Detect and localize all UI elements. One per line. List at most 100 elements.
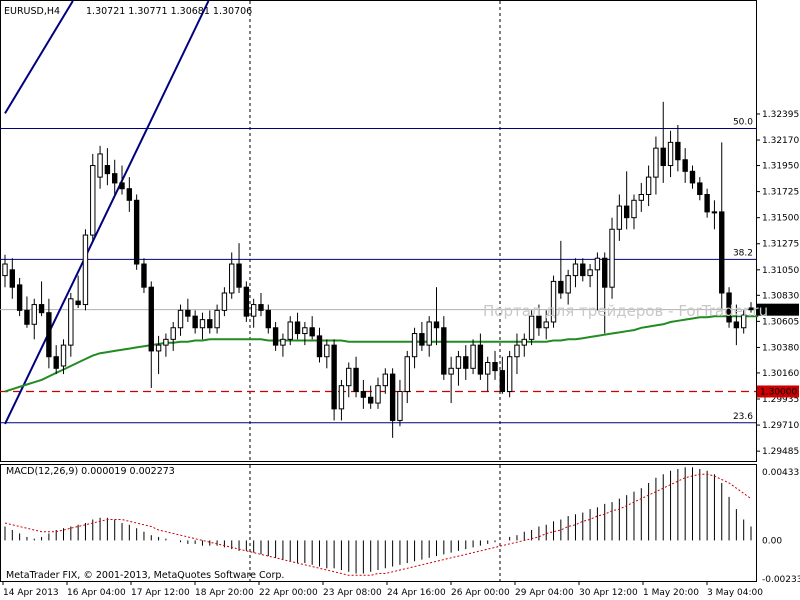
- price-tick-label: 1.31050: [762, 266, 799, 276]
- candle-bull: [97, 153, 103, 178]
- time-tick-label: 22 Apr 00:00: [259, 588, 318, 598]
- price-tick-label: 1.30830: [762, 291, 799, 301]
- price-tick-label: 1.29485: [762, 447, 799, 457]
- candle-bull: [2, 263, 8, 277]
- candle-bull: [594, 257, 601, 271]
- candle-bear: [748, 307, 754, 311]
- time-tick-label: 17 Apr 12:00: [131, 588, 190, 598]
- time-tick-label: 24 Apr 16:00: [387, 588, 446, 598]
- candle-bear: [53, 356, 59, 369]
- time-tick-label: 3 May 04:00: [707, 588, 763, 598]
- candle-bear: [558, 280, 564, 294]
- candle-bear: [236, 263, 242, 288]
- candle-bull: [60, 344, 67, 367]
- moving-average-layer: [4, 315, 759, 393]
- candle-bear: [46, 312, 52, 358]
- candle-bull: [170, 327, 176, 340]
- candle-bull: [404, 356, 410, 392]
- candle-bull: [470, 344, 476, 369]
- price-tick-label: 1.31725: [762, 188, 799, 198]
- candle-bull: [455, 356, 462, 369]
- candle-bull: [550, 280, 557, 323]
- candle-bear: [580, 263, 586, 277]
- candle-bull: [163, 338, 169, 346]
- time-tick-label: 29 Apr 04:00: [515, 588, 574, 598]
- candles-layer: [2, 101, 754, 438]
- trendlines[interactable]: [4, 0, 210, 425]
- price-tick-label: 1.29710: [762, 421, 799, 431]
- candle-bear: [192, 315, 198, 329]
- candle-bull: [645, 176, 652, 196]
- candle-bull: [214, 309, 220, 329]
- candle-bear: [104, 165, 111, 175]
- candle-bear: [133, 199, 140, 265]
- price-tick-label: 1.29935: [762, 395, 799, 405]
- trendline[interactable]: [4, 0, 210, 425]
- moving-average-line: [4, 315, 759, 393]
- candle-bear: [389, 373, 396, 421]
- candle-bull: [587, 269, 593, 277]
- vertical-gridlines: [249, 1, 501, 581]
- time-tick-label: 26 Apr 00:00: [451, 588, 510, 598]
- level-price-badge: [757, 385, 799, 398]
- candle-bull: [616, 205, 623, 230]
- candle-bear: [499, 370, 506, 392]
- candle-bear: [16, 284, 23, 311]
- candle-bull: [155, 344, 162, 352]
- candle-bull: [528, 315, 535, 340]
- candle-bull: [506, 356, 513, 392]
- ohlc-readout: 1.30721 1.30771 1.30681 1.30706: [86, 6, 252, 17]
- candle-bear: [9, 269, 16, 288]
- fibo-level-label: 38.2: [733, 248, 753, 258]
- time-tick-label: 18 Apr 20:00: [195, 588, 254, 598]
- candle-bear: [733, 321, 740, 329]
- macd-panel-frame: [0, 464, 757, 582]
- candle-bull: [543, 321, 549, 329]
- trendline[interactable]: [4, 0, 74, 114]
- fibo-level-label: 23.6: [733, 412, 753, 422]
- candle-bull: [250, 304, 257, 317]
- candle-bear: [112, 173, 118, 184]
- candle-bear: [207, 319, 213, 329]
- macd-layer: [4, 467, 752, 576]
- candle-bear: [477, 344, 484, 375]
- candle-bull: [221, 292, 228, 311]
- candle-bear: [316, 335, 323, 358]
- candle-bear: [148, 286, 154, 352]
- candle-bear: [24, 309, 30, 325]
- level-price-label: 1.30000: [760, 387, 797, 397]
- macd-signal-line: [4, 473, 752, 576]
- candle-bear: [258, 304, 264, 311]
- candle-bear: [353, 367, 359, 392]
- candle-bull: [397, 390, 403, 421]
- candle-bull: [631, 199, 637, 219]
- candle-bear: [119, 182, 125, 190]
- price-tick-label: 1.31950: [762, 162, 799, 172]
- candle-bull: [485, 362, 491, 375]
- macd-tick-label: 0.004331: [762, 468, 800, 478]
- candle-bull: [346, 367, 352, 387]
- candle-bear: [623, 205, 630, 219]
- candle-bull: [280, 338, 286, 346]
- candle-bear: [294, 321, 301, 335]
- time-tick-label: 16 Apr 04:00: [67, 588, 126, 598]
- time-tick-label: 1 May 20:00: [643, 588, 699, 598]
- candle-bull: [324, 344, 330, 358]
- candle-bull: [82, 234, 89, 306]
- candle-bull: [177, 309, 184, 329]
- candle-bull: [609, 228, 615, 288]
- price-tick-label: 1.31275: [762, 240, 799, 250]
- price-tick-label: 1.30380: [762, 343, 799, 353]
- candle-bear: [689, 170, 696, 184]
- candle-bear: [433, 321, 440, 329]
- watermark: Портал для трейдеров - ForTrader.ru: [483, 302, 768, 320]
- main-panel-frame: [0, 0, 757, 462]
- candle-bull: [382, 373, 389, 387]
- candle-bear: [660, 147, 666, 167]
- candle-bear: [265, 309, 271, 329]
- candle-bull: [199, 319, 206, 329]
- candle-bear: [463, 356, 469, 369]
- candle-bull: [448, 367, 454, 375]
